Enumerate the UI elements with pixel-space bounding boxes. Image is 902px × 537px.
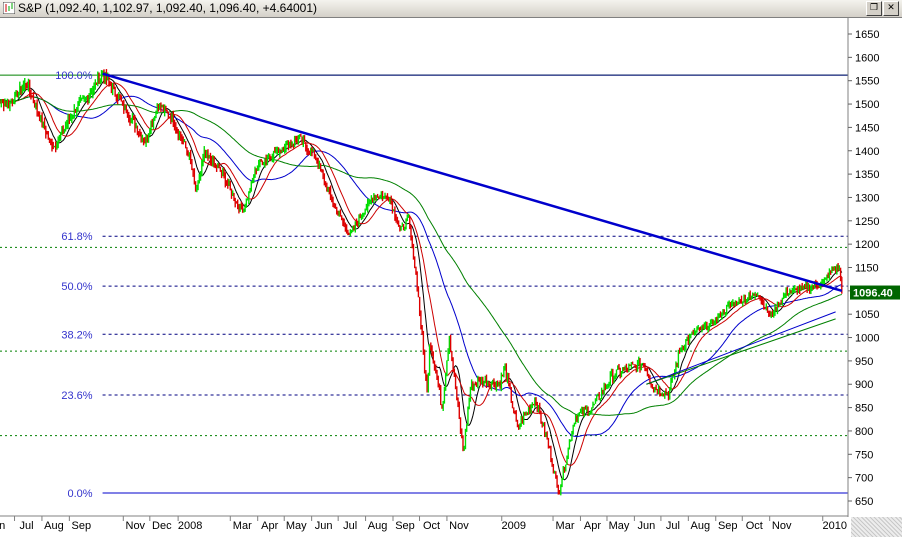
date-tick-label: Sep	[395, 520, 415, 532]
date-tick-label: 2009	[502, 520, 526, 532]
trendlines	[102, 72, 843, 385]
fib-label: 50.0%	[61, 281, 92, 293]
price-tick-label: 900	[855, 379, 873, 391]
date-tick-label: Mar	[233, 520, 252, 532]
date-axis: un Jul Aug Sep Nov Dec 2008 Mar Apr May Jun Jul Aug S…	[0, 515, 848, 532]
date-tick-label: Apr	[261, 520, 278, 532]
last-price-label: 1096.40	[850, 285, 900, 300]
price-tick-label: 1250	[855, 216, 879, 228]
date-tick-label: Jul	[666, 520, 680, 532]
date-tick-label: Aug	[691, 520, 711, 532]
close-button[interactable]: ✕	[883, 1, 899, 16]
price-tick-label: 950	[855, 356, 873, 368]
date-tick-label: Dec	[152, 520, 172, 532]
moving-average-line	[0, 95, 842, 438]
price-tick-label: 850	[855, 403, 873, 415]
moving-average-line	[0, 96, 842, 417]
restore-button[interactable]: ❐	[866, 1, 882, 16]
date-tick-label: un	[0, 520, 5, 532]
date-tick-label: Oct	[746, 520, 763, 532]
price-tick-label: 650	[855, 496, 873, 508]
moving-average-line	[0, 77, 843, 481]
fib-label: 38.2%	[61, 329, 92, 341]
resize-grip[interactable]	[851, 517, 902, 537]
price-tick-label: 750	[855, 449, 873, 461]
price-chart[interactable]: 100.0% 61.8% 50.0% 38.2% 23.6% 0.0% 650 700 750…	[0, 18, 902, 537]
price-tick-label: 1400	[855, 146, 879, 158]
price-tick-label: 1450	[855, 122, 879, 134]
price-tick-label: 800	[855, 426, 873, 438]
date-tick-label: 2008	[178, 520, 202, 532]
date-tick-label: Jul	[19, 520, 33, 532]
date-tick-label: Nov	[772, 520, 792, 532]
title-bar[interactable]: S&P (1,092.40, 1,102.97, 1,092.40, 1,096…	[0, 0, 902, 18]
chart-icon	[3, 2, 15, 14]
date-tick-label: Nov	[449, 520, 469, 532]
date-tick-label: Aug	[44, 520, 64, 532]
fib-label: 0.0%	[67, 488, 92, 500]
date-tick-label: May	[286, 520, 307, 532]
date-tick-label: Jun	[315, 520, 333, 532]
date-tick-label: Nov	[126, 520, 146, 532]
price-tick-label: 1650	[855, 29, 879, 41]
price-tick-label: 1050	[855, 309, 879, 321]
date-tick-label: Jul	[343, 520, 357, 532]
moving-averages	[0, 77, 843, 481]
fib-label: 61.8%	[61, 231, 92, 243]
window-title: S&P (1,092.40, 1,102.97, 1,092.40, 1,096…	[18, 1, 318, 15]
date-tick-label: Oct	[423, 520, 440, 532]
fib-label: 100.0%	[55, 70, 93, 82]
price-tick-label: 1350	[855, 169, 879, 181]
support-line-green	[646, 318, 836, 385]
price-tick-label: 1550	[855, 76, 879, 88]
date-tick-label: Mar	[556, 520, 575, 532]
date-tick-label: Apr	[584, 520, 601, 532]
date-tick-label: May	[609, 520, 630, 532]
date-tick-label: 2010	[822, 520, 846, 532]
last-price-text: 1096.40	[853, 288, 893, 300]
fib-label: 23.6%	[61, 390, 92, 402]
date-tick-label: Sep	[718, 520, 738, 532]
last-price-box	[850, 285, 900, 300]
downtrend-line	[102, 72, 843, 293]
price-tick-label: 1600	[855, 52, 879, 64]
price-tick-label: 1300	[855, 192, 879, 204]
moving-average-line	[0, 82, 842, 466]
price-bars	[0, 69, 843, 496]
support-line-blue	[646, 311, 836, 385]
price-tick-label: 1200	[855, 239, 879, 251]
fibonacci-levels: 100.0% 61.8% 50.0% 38.2% 23.6% 0.0%	[55, 70, 848, 500]
price-tick-label: 1500	[855, 99, 879, 111]
date-tick-label: Sep	[72, 520, 92, 532]
date-tick-label: Jun	[638, 520, 656, 532]
price-axis: 6507007508008509009501000105011001150120…	[847, 18, 879, 517]
date-tick-label: Aug	[368, 520, 388, 532]
price-tick-label: 1150	[855, 263, 879, 275]
price-tick-label: 700	[855, 473, 873, 485]
price-tick-label: 1000	[855, 333, 879, 345]
